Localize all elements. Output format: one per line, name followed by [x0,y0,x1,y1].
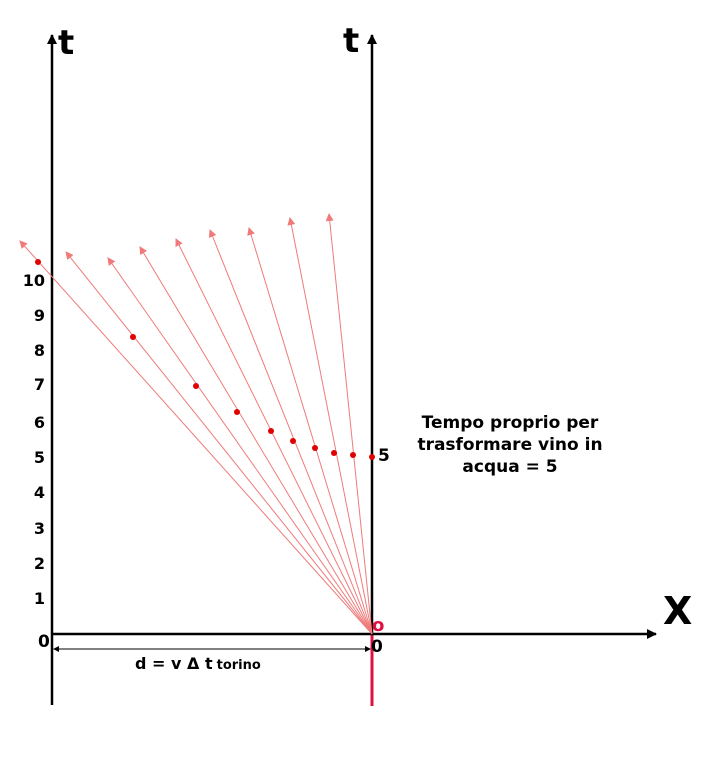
x-axis-label: X [663,589,692,633]
time-tick-label: 10 [23,271,45,290]
time-tick-label: 6 [34,413,45,432]
proper-time-dots [35,259,375,460]
proper-time-dot [130,334,136,340]
proper-time-dot [312,445,318,451]
proper-time-dot [290,438,296,444]
origin-o-marker: o [372,615,384,636]
proper-time-dot [193,383,199,389]
time-tick-label: 3 [34,519,45,538]
proper-time-note: Tempo proprio per trasformare vino in ac… [400,412,620,478]
time-tick-label: 2 [34,554,45,573]
time-tick-label: 9 [34,306,45,325]
proper-time-dot [350,452,356,458]
time-tick-label: 1 [34,589,45,608]
worldline-ray [65,251,373,635]
time-axis-ticks: 1 2 3 4 5 6 7 8 9 10 [23,271,45,608]
right-t-axis-label: t [343,21,359,61]
worldline-ray [247,227,373,635]
time-tick-label: 8 [34,341,45,360]
proper-time-dot [268,428,274,434]
right-origin-label: 0 [371,637,383,657]
worldline-ray [107,257,373,635]
left-origin-label: 0 [38,632,50,652]
worldline-rays [19,213,373,635]
worldline-ray [287,217,373,635]
time-tick-label: 7 [34,375,45,394]
proper-time-dot [331,450,337,456]
proper-time-dot [35,259,41,265]
time-tick-label: 4 [34,483,45,502]
left-t-axis-label: t [58,23,74,63]
worldline-ray [19,240,373,635]
five-label: 5 [378,446,390,466]
time-tick-label: 5 [34,448,45,467]
worldline-ray [208,229,373,635]
worldline-ray [325,213,373,635]
proper-time-dot [234,409,240,415]
note-line-3: acqua = 5 [462,457,558,477]
worldline-ray [139,246,373,635]
proper-time-dot [369,454,375,460]
note-line-2: trasformare vino in [417,435,603,455]
distance-label: d = v Δ t torino [135,654,261,673]
note-line-1: Tempo proprio per [421,413,599,433]
worldline-ray [175,238,373,635]
